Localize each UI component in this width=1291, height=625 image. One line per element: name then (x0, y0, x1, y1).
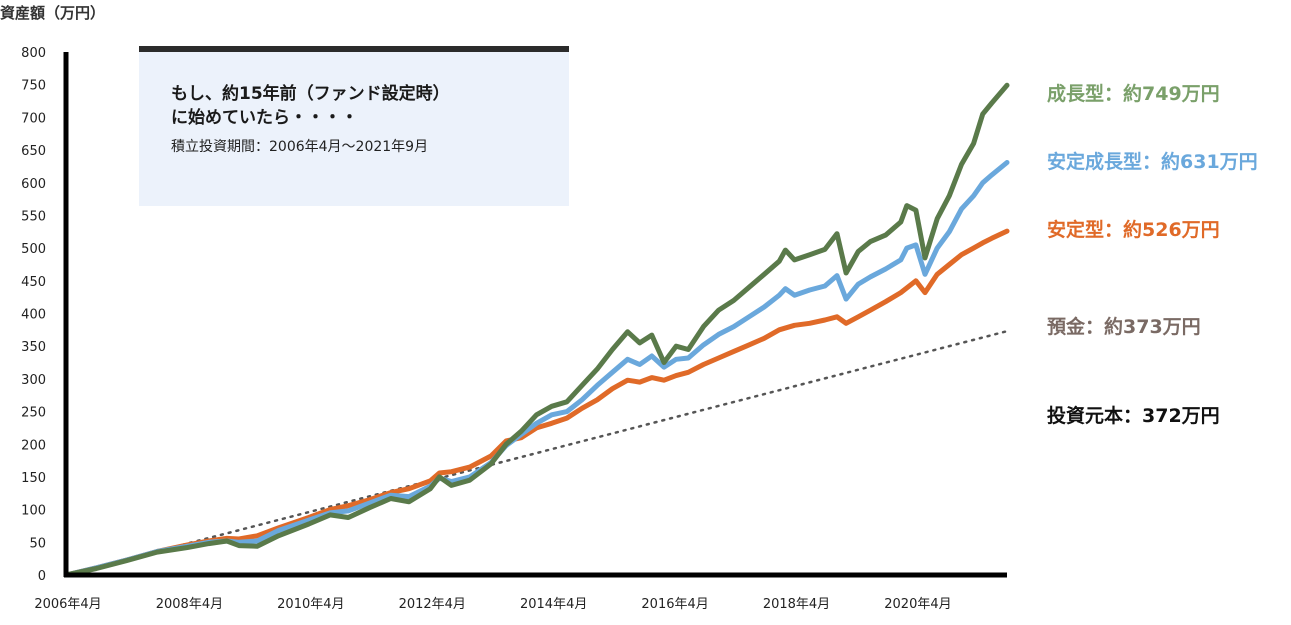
y-tick-label: 700 (21, 111, 46, 126)
series-line-3 (63, 228, 1010, 578)
x-tick-label: 2016年4月 (641, 597, 708, 612)
callout-heading-line1: もし、約15年前（ファンド設定時） (171, 84, 450, 104)
y-tick-label: 800 (21, 46, 46, 61)
callout-heading-line2: に始めていたら・・・・ (171, 108, 358, 128)
y-axis-ticks: 0 50 100 150 200 250 300 350 400 450 500 550 600 650 7… (21, 46, 46, 584)
series-label-4: 預金：約373万円 (1047, 315, 1201, 338)
series-line-1 (63, 82, 1010, 578)
x-tick-label: 2014年4月 (520, 597, 587, 612)
x-tick-label: 2006年4月 (34, 597, 101, 612)
series-lines (63, 82, 1010, 578)
y-tick-label: 50 (29, 536, 46, 551)
y-tick-label: 350 (21, 340, 46, 355)
series-labels: 成長型：約749万円安定成長型：約631万円安定型：約526万円預金：約373万… (1047, 82, 1258, 427)
x-tick-label: 2020年4月 (884, 597, 951, 612)
y-tick-label: 500 (21, 242, 46, 257)
y-tick-label: 150 (21, 471, 46, 486)
series-line-2 (63, 160, 1010, 578)
y-tick-label: 550 (21, 209, 46, 224)
y-tick-label: 0 (38, 569, 46, 584)
callout-period: 積立投資期間：2006年4月～2021年9月 (171, 139, 429, 155)
y-tick-label: 100 (21, 504, 46, 519)
series-label-2: 安定成長型：約631万円 (1047, 150, 1258, 173)
y-axis-title: 資産額（万円） (0, 4, 105, 22)
y-tick-label: 200 (21, 438, 46, 453)
y-tick-label: 750 (21, 79, 46, 94)
x-axis-ticks: 2006年4月 2008年4月 2010年4月 2012年4月 2014年4月 2016年… (34, 597, 951, 612)
series-line-4 (64, 329, 1009, 577)
y-tick-label: 650 (21, 144, 46, 159)
x-tick-label: 2008年4月 (156, 597, 223, 612)
x-tick-label: 2010年4月 (277, 597, 344, 612)
series-label-3: 安定型：約526万円 (1047, 218, 1220, 241)
y-tick-label: 400 (21, 308, 46, 323)
y-tick-label: 600 (21, 177, 46, 192)
y-tick-label: 450 (21, 275, 46, 290)
y-tick-label: 300 (21, 373, 46, 388)
y-tick-label: 250 (21, 406, 46, 421)
series-label-5: 投資元本：372万円 (1047, 404, 1220, 427)
x-tick-label: 2018年4月 (763, 597, 830, 612)
series-label-1: 成長型：約749万円 (1047, 82, 1220, 105)
x-tick-label: 2012年4月 (399, 597, 466, 612)
scenario-callout: もし、約15年前（ファンド設定時） に始めていたら・・・・ 積立投資期間：200… (139, 46, 569, 206)
